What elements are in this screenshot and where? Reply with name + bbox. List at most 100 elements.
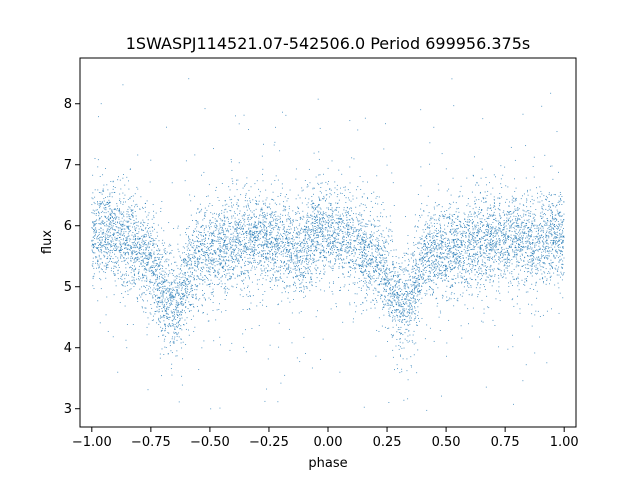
data-point [335,232,336,234]
data-point [497,207,499,209]
data-point [403,285,405,287]
data-point [368,264,370,266]
data-point [243,262,245,264]
data-point [186,249,188,251]
data-point [212,222,214,224]
data-point [122,234,123,236]
data-point [325,241,327,242]
data-point [315,216,317,218]
data-point [292,224,293,226]
data-point [311,205,313,207]
data-point [469,255,470,257]
data-point [408,287,410,289]
data-point [180,265,182,267]
data-point [491,258,493,259]
data-point [184,272,186,274]
data-point [537,230,539,232]
data-point [483,308,485,310]
data-point [282,255,284,257]
data-point [533,259,534,261]
data-point [219,218,221,220]
data-point [264,229,266,231]
data-point [253,210,255,212]
data-point [113,242,115,244]
data-point [428,275,430,277]
data-point [198,249,199,251]
data-point [411,290,413,292]
data-point [551,214,553,215]
data-point [109,243,111,245]
data-point [93,232,95,234]
data-point [196,265,198,267]
data-point [249,236,251,238]
data-point [505,261,507,263]
data-point [527,227,529,228]
data-point [209,243,211,245]
data-point [400,291,401,292]
data-point [348,262,350,264]
data-point [308,168,310,170]
data-point [249,230,251,231]
data-point [515,229,517,231]
data-point [95,234,96,236]
data-point [480,191,481,193]
data-point [531,243,533,245]
data-point [315,176,317,178]
data-point [544,225,546,227]
data-point [263,143,264,145]
data-point [111,224,113,226]
data-point [385,268,387,270]
data-point [235,237,237,239]
data-point [362,262,364,264]
data-point [457,267,459,269]
data-point [383,266,385,268]
data-point [330,247,332,248]
data-point [113,192,115,193]
data-point [467,203,469,205]
data-point [152,315,154,317]
data-point [144,222,146,224]
data-point [311,215,313,217]
data-point [306,253,308,255]
data-point [330,204,332,206]
data-point [217,274,219,276]
data-point [166,306,168,308]
data-point [222,232,224,233]
data-point [196,236,197,238]
data-point [238,218,240,220]
data-point [486,295,488,297]
data-point [164,310,166,312]
data-point [414,313,416,315]
data-point [141,265,143,267]
data-point [202,266,204,268]
data-point [181,298,183,299]
data-point [447,245,449,246]
data-point [490,226,491,228]
data-point [296,212,298,214]
data-point [553,228,555,230]
data-point [236,183,237,185]
data-point [332,242,334,244]
data-point [562,240,563,242]
data-point [339,216,341,217]
data-point [208,237,210,239]
data-point [302,228,304,230]
data-point [426,256,428,257]
data-point [436,239,438,241]
data-point [551,234,552,235]
data-point [483,256,485,258]
data-point [269,234,270,236]
data-point [401,299,402,301]
data-point [440,228,442,230]
data-point [416,278,418,280]
data-point [301,190,303,192]
data-point [544,257,546,259]
data-point [164,305,166,307]
data-point [356,248,358,250]
data-point [415,298,417,300]
data-point [142,273,143,275]
data-point [250,243,252,245]
data-point [214,270,216,272]
data-point [289,219,291,221]
data-point [347,222,349,223]
